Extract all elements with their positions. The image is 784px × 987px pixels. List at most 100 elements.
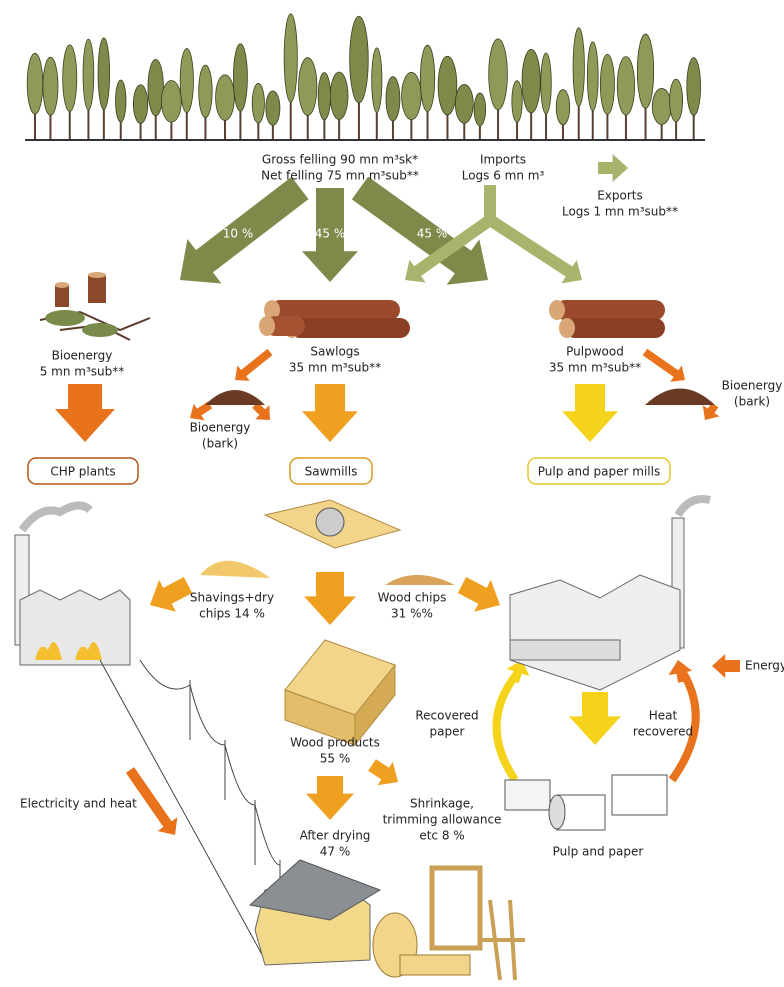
tree-crown [587, 42, 598, 111]
tree-crown [133, 85, 147, 124]
bark-label: (bark) [734, 395, 770, 409]
after-drying-label: After drying [300, 829, 371, 843]
recovered-paper-label: Recovered [415, 709, 478, 723]
tree-crown [600, 54, 614, 114]
arrow [569, 692, 621, 745]
pulpwood-title: Pulpwood [566, 345, 624, 359]
tree-crown [116, 80, 127, 122]
share-label: 10 % [223, 227, 254, 241]
tree-crown [284, 14, 297, 102]
gross-felling: Gross felling 90 mn m³sk* [262, 153, 418, 167]
arrow [235, 349, 272, 381]
arrow [703, 403, 720, 420]
tree-crown [522, 49, 540, 112]
energy-label: Energy [745, 659, 784, 673]
pulp-paper-label: Pulp and paper [553, 845, 644, 859]
imports-amount: Logs 6 mn m³ [462, 169, 545, 183]
tree-crown [637, 34, 653, 108]
heat-recovered-label: Heat [649, 709, 678, 723]
arrow [368, 759, 398, 785]
tree-crown [43, 57, 58, 115]
recovered-paper-label: paper [430, 725, 465, 739]
wood-items [373, 868, 525, 980]
tree-crown [180, 49, 193, 113]
shrinkage-label: etc 8 % [419, 829, 464, 843]
tree-crown [98, 38, 110, 109]
tree-crown [372, 48, 382, 112]
arrow [562, 384, 618, 442]
shrinkage-label: Shrinkage, [410, 797, 474, 811]
facility-label: Pulp and paper mills [538, 465, 660, 479]
facility-label: CHP plants [50, 465, 115, 479]
wood-products-label: 55 % [320, 752, 351, 766]
tree-crown [670, 79, 683, 122]
sawlogs-icon [259, 300, 410, 338]
page: {"felling": {"gross": "Gross felling 90 … [0, 0, 784, 987]
tree-crown [216, 75, 235, 121]
tree-crown [652, 88, 671, 124]
tree-crown [148, 59, 164, 115]
tree-crown [438, 56, 457, 115]
arrow [306, 776, 354, 820]
tree-crown [233, 44, 247, 111]
lumber-stack [285, 640, 395, 745]
tree-crown [318, 73, 330, 120]
arrow [150, 577, 192, 612]
tree-crown [617, 57, 634, 115]
tree-crown [541, 53, 552, 114]
tree-crown [556, 90, 570, 125]
tree-crown [161, 81, 181, 123]
electricity-label: Electricity and heat [20, 797, 137, 811]
paper-products [505, 775, 667, 830]
pulpwood-amount: 35 mn m³sub** [549, 361, 641, 375]
wood-chips-label: Wood chips [378, 591, 447, 605]
tree-crown [420, 45, 434, 111]
bark-label: Bioenergy [722, 379, 783, 393]
slash-icon [40, 272, 150, 340]
tree-crown [402, 72, 422, 119]
wood-chips-label: 31 %% [391, 607, 433, 621]
exports-title: Exports [597, 189, 643, 203]
arrow [55, 384, 115, 442]
tree-crown [350, 16, 369, 103]
tree-crown [330, 72, 348, 120]
shavings-label: Shavings+dry [190, 591, 274, 605]
tree-crown [83, 39, 94, 110]
pulp-mill [510, 499, 710, 690]
tree-crown [512, 81, 522, 123]
tree-crown [386, 77, 400, 121]
house [250, 860, 380, 965]
tree-crown [266, 91, 280, 125]
shavings-pile [200, 561, 270, 578]
arrow [302, 384, 358, 442]
shavings-label: chips 14 % [199, 607, 265, 621]
tree-crown [455, 84, 473, 123]
tree-crown [474, 93, 486, 126]
wood-products-label: Wood products [290, 736, 380, 750]
tree-crown [573, 28, 584, 107]
share-label: 45 % [417, 227, 448, 241]
forest [27, 14, 700, 140]
bark-label: (bark) [202, 437, 238, 451]
arrow [458, 577, 500, 612]
arrow [598, 154, 628, 182]
facility-label: Sawmills [305, 465, 358, 479]
chips-pile [385, 575, 455, 585]
arrow [643, 349, 685, 382]
arrow [712, 654, 740, 678]
after-drying-label: 47 % [320, 845, 351, 859]
bark-label: Bioenergy [190, 421, 251, 435]
tree-crown [199, 65, 213, 117]
tree-crown [687, 58, 701, 116]
heat-recovered-label: recovered [633, 725, 693, 739]
arrow [487, 215, 582, 283]
shrinkage-label: trimming allowance [383, 813, 502, 827]
pulpwood-icon [549, 300, 665, 338]
bark-pile [645, 389, 715, 406]
diagram: Gross felling 90 mn m³sk* Net felling 75… [0, 0, 784, 987]
arrow [304, 572, 356, 625]
imports-title: Imports [480, 153, 526, 167]
tree-crown [27, 53, 43, 114]
bark-pile [205, 390, 265, 405]
exports-amount: Logs 1 mn m³sub** [562, 205, 678, 219]
